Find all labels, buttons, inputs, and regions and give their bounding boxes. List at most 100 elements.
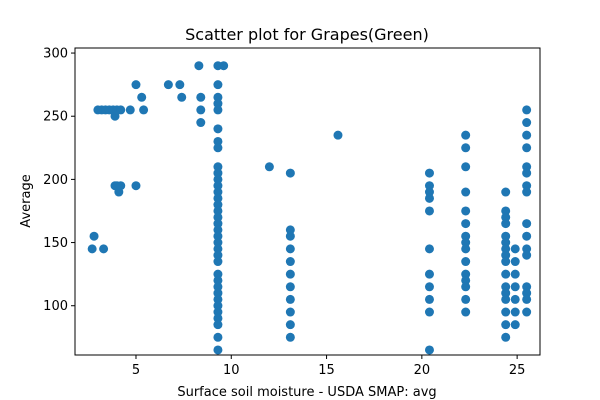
data-point bbox=[461, 206, 471, 216]
data-point bbox=[522, 162, 532, 172]
data-point bbox=[285, 269, 295, 279]
data-point bbox=[125, 105, 135, 115]
data-point bbox=[510, 244, 520, 254]
y-tick-label: 100 bbox=[43, 299, 68, 314]
data-point bbox=[285, 231, 295, 241]
y-tick-label: 250 bbox=[43, 110, 68, 125]
data-point bbox=[501, 269, 511, 279]
data-point bbox=[213, 288, 223, 298]
data-point bbox=[461, 244, 471, 254]
data-point bbox=[131, 80, 141, 90]
data-point bbox=[116, 181, 126, 191]
data-point bbox=[461, 130, 471, 140]
data-point bbox=[522, 282, 532, 292]
x-tick-label: 10 bbox=[223, 363, 240, 378]
data-point bbox=[501, 219, 511, 229]
data-point bbox=[510, 257, 520, 267]
data-point bbox=[285, 307, 295, 317]
data-point bbox=[213, 181, 223, 191]
data-point bbox=[213, 136, 223, 146]
data-point bbox=[522, 219, 532, 229]
data-point bbox=[501, 187, 511, 197]
data-point bbox=[461, 257, 471, 267]
data-point bbox=[501, 250, 511, 260]
data-point bbox=[501, 206, 511, 216]
data-point bbox=[213, 174, 223, 184]
data-point bbox=[213, 301, 223, 311]
x-axis-label: Surface soil moisture - USDA SMAP: avg bbox=[177, 385, 436, 400]
data-point bbox=[219, 61, 229, 71]
x-tick-label: 20 bbox=[414, 363, 431, 378]
data-point bbox=[213, 269, 223, 279]
data-point bbox=[501, 282, 511, 292]
data-point bbox=[213, 193, 223, 203]
data-point bbox=[424, 294, 434, 304]
data-point bbox=[213, 294, 223, 304]
data-point bbox=[213, 212, 223, 222]
data-point bbox=[213, 162, 223, 172]
data-point bbox=[501, 288, 511, 298]
data-point bbox=[424, 282, 434, 292]
data-point bbox=[522, 294, 532, 304]
data-point bbox=[89, 231, 99, 241]
y-tick-label: 300 bbox=[43, 47, 68, 62]
data-point bbox=[510, 282, 520, 292]
data-point bbox=[424, 168, 434, 178]
data-point bbox=[424, 244, 434, 254]
data-point bbox=[501, 212, 511, 222]
data-point bbox=[461, 275, 471, 285]
data-point bbox=[501, 294, 511, 304]
data-point bbox=[131, 181, 141, 191]
data-point bbox=[424, 181, 434, 191]
data-point bbox=[522, 181, 532, 191]
data-point bbox=[424, 345, 434, 355]
y-axis-ticks: 100 150 200 250 300 bbox=[43, 47, 75, 314]
data-point bbox=[213, 187, 223, 197]
data-point bbox=[461, 238, 471, 248]
data-point bbox=[501, 257, 511, 267]
data-point bbox=[424, 307, 434, 317]
data-point bbox=[213, 332, 223, 342]
data-point bbox=[522, 105, 532, 115]
data-point bbox=[501, 332, 511, 342]
data-point bbox=[196, 105, 206, 115]
data-point bbox=[461, 231, 471, 241]
data-point bbox=[510, 320, 520, 330]
data-point bbox=[139, 105, 149, 115]
x-axis-ticks: 5 10 15 20 25 bbox=[132, 355, 525, 378]
data-point bbox=[424, 206, 434, 216]
data-point bbox=[285, 257, 295, 267]
data-point bbox=[285, 332, 295, 342]
data-point bbox=[522, 288, 532, 298]
data-point bbox=[501, 231, 511, 241]
data-point bbox=[213, 200, 223, 210]
data-point bbox=[510, 269, 520, 279]
data-point bbox=[424, 193, 434, 203]
data-point bbox=[522, 143, 532, 153]
data-point bbox=[522, 307, 532, 317]
data-point bbox=[213, 275, 223, 285]
data-point bbox=[522, 168, 532, 178]
data-point bbox=[522, 244, 532, 254]
data-point bbox=[461, 187, 471, 197]
plot-area bbox=[74, 47, 541, 356]
data-point bbox=[461, 269, 471, 279]
data-point bbox=[522, 250, 532, 260]
chart-title: Scatter plot for Grapes(Green) bbox=[185, 25, 429, 44]
data-point bbox=[333, 130, 343, 140]
data-point bbox=[163, 80, 173, 90]
data-points bbox=[87, 61, 532, 355]
data-point bbox=[501, 244, 511, 254]
y-tick-label: 200 bbox=[43, 173, 68, 188]
data-point bbox=[501, 320, 511, 330]
data-point bbox=[116, 105, 126, 115]
data-point bbox=[194, 61, 204, 71]
data-point bbox=[510, 307, 520, 317]
data-point bbox=[501, 307, 511, 317]
data-point bbox=[213, 257, 223, 267]
data-point bbox=[213, 313, 223, 323]
data-point bbox=[285, 168, 295, 178]
data-point bbox=[213, 238, 223, 248]
data-point bbox=[213, 206, 223, 216]
